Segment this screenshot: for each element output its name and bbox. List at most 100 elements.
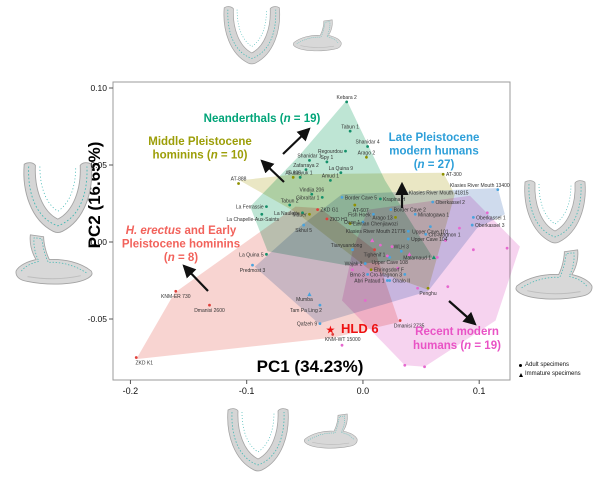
specimen-point — [471, 248, 475, 252]
adult-marker-icon — [519, 364, 522, 367]
specimen-point — [385, 254, 389, 258]
legend: Adult specimens Immature specimens — [519, 361, 581, 379]
specimen-point — [373, 248, 376, 252]
specimen-point — [301, 211, 304, 215]
specimen-point — [298, 175, 302, 179]
y-tick-label: 0.10 — [90, 83, 107, 93]
specimen-label: Vindija 206 — [299, 187, 324, 193]
specimen-point — [406, 237, 410, 241]
specimen-point — [363, 262, 367, 265]
specimen-point — [388, 256, 392, 259]
specimen-point — [288, 203, 292, 207]
specimen-label: KNM-WT 15000 — [325, 337, 361, 343]
specimen-point — [361, 220, 365, 224]
legend-immature: Immature specimens — [519, 370, 581, 379]
specimen-point — [308, 212, 311, 216]
specimen-label: Amud 1 — [322, 174, 339, 180]
specimen-point — [403, 272, 407, 276]
specimen-label: Upper Cave 108 — [371, 260, 408, 266]
her-group-label: H. erectus and Early — [126, 225, 237, 237]
specimen-label: Penghu — [419, 291, 436, 297]
specimen-point — [428, 225, 432, 229]
specimen-label: Shanidar 1 — [297, 154, 321, 160]
specimen-point — [344, 149, 347, 153]
specimen-label: Klasies River Mouth 21776 — [346, 229, 406, 235]
specimen-label: Mauer — [292, 212, 307, 218]
specimen-point — [345, 100, 349, 104]
specimen-point — [260, 212, 264, 216]
specimen-point — [363, 299, 367, 302]
specimen-point — [435, 256, 439, 259]
specimen-point — [302, 223, 306, 227]
specimen-label: ZKD G1 — [320, 208, 338, 214]
specimen-label: Zafarraya 2 — [293, 163, 319, 169]
specimen-label: Dmanisi 2600 — [194, 308, 225, 314]
lpm-group-label: Late Pleistocene — [389, 132, 480, 144]
y-tick-label: -0.05 — [88, 314, 108, 324]
specimen-label: Tam Pa Ling 2 — [290, 308, 322, 314]
specimen-point-immature — [407, 252, 412, 257]
her-group-label: Pleistocene hominins — [122, 239, 240, 251]
nea-group-label: Neanderthals (n = 19) — [204, 113, 321, 125]
specimen-label: Border Cave 5 — [345, 195, 377, 201]
mandible-occlusal-bottom-icon — [227, 408, 289, 472]
specimen-point — [385, 279, 389, 282]
mandible-lateral-right-icon — [515, 249, 593, 300]
specimen-labels: ZKD K1 KNM-ER 730 Dmanisi 2600 KNM-WT 15000… — [135, 95, 509, 366]
specimen-point — [134, 356, 138, 359]
specimen-point — [471, 215, 475, 219]
x-axis-title: PC1 (34.23%) — [257, 357, 364, 376]
mph-arrow-icon — [260, 159, 285, 183]
legend-adult-label: Adult specimens — [525, 362, 570, 368]
specimen-point — [174, 289, 178, 293]
specimen-point — [404, 191, 408, 195]
specimen-label: Oberkassel 1 — [476, 215, 506, 221]
specimen-label: Fish Hoek — [348, 212, 371, 218]
immature-marker-icon — [519, 372, 523, 377]
specimen-point — [398, 319, 402, 322]
specimen-label: Predmost 3 — [240, 268, 266, 274]
x-tick-label: -0.2 — [123, 386, 139, 396]
specimen-label: Mumba — [296, 297, 313, 303]
specimen-point — [318, 303, 322, 307]
specimen-point — [340, 195, 344, 199]
specimen-point — [431, 200, 435, 204]
mandible-lateral-left-icon — [15, 234, 93, 285]
specimen-label: Upper Cave 104 — [411, 237, 448, 243]
specimen-label: Upper Cave 101 — [412, 229, 449, 235]
specimen-label: KNM-ER 730 — [161, 294, 191, 300]
specimen-point — [208, 303, 211, 307]
specimen-label: AT-605 — [285, 171, 301, 177]
specimen-point — [406, 229, 410, 233]
specimen-label: Ehringsdorf F — [374, 268, 404, 274]
specimen-label: Dmanisi 2735 — [394, 323, 425, 329]
specimen-point — [403, 363, 407, 367]
specimen-label: AT-607 — [353, 208, 369, 214]
specimen-point — [304, 168, 308, 172]
specimen-label: La Naulette — [274, 211, 300, 217]
specimen-label: Spy 1 — [321, 155, 334, 161]
specimen-label: Minatogawa 1 — [418, 212, 449, 218]
specimen-point — [399, 249, 403, 253]
specimen-label: ZKD H1 — [330, 217, 348, 223]
specimen-point — [378, 197, 382, 201]
lpm-group-label: modern humans — [389, 146, 478, 158]
specimen-point — [320, 195, 324, 199]
specimen-label: Malarnaud 1 — [403, 255, 431, 261]
specimen-point — [394, 215, 397, 219]
specimen-point — [251, 263, 254, 267]
x-tick-label: -0.1 — [239, 386, 255, 396]
specimen-label: Oberkassel 3 — [475, 223, 505, 229]
specimen-label: Brno 3 — [350, 272, 365, 278]
specimen-point — [316, 208, 320, 212]
specimen-label: Oberkassel 2 — [435, 200, 465, 206]
specimen-label: Krapina H — [383, 197, 406, 203]
nea-arrow-icon — [282, 127, 311, 155]
specimen-label: Gibraltar 1 — [296, 195, 320, 201]
specimen-label: Tabun 1 — [341, 124, 359, 130]
specimen-label: Cro-Magnon 3 — [370, 272, 402, 278]
specimen-point — [366, 272, 369, 276]
specimen-point — [310, 192, 314, 196]
